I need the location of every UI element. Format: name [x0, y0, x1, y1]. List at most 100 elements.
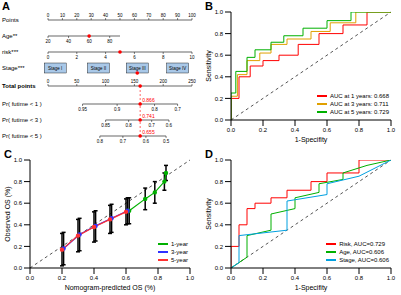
svg-text:40: 40	[66, 39, 72, 44]
svg-text:0.4: 0.4	[14, 222, 23, 228]
svg-text:0.6: 0.6	[166, 123, 173, 128]
svg-text:Points: Points	[8, 17, 19, 23]
svg-text:60: 60	[87, 39, 93, 44]
svg-text:0.655: 0.655	[142, 129, 155, 135]
svg-text:20: 20	[74, 13, 80, 18]
svg-text:1.0: 1.0	[14, 157, 23, 163]
html-text:C: C	[4, 148, 12, 160]
svg-text:0.741: 0.741	[142, 113, 155, 119]
svg-text:60: 60	[132, 13, 138, 18]
svg-text:0.5: 0.5	[163, 139, 170, 144]
svg-text:0.6: 0.6	[143, 139, 150, 144]
svg-text:0.0: 0.0	[26, 275, 35, 281]
svg-text:0.2: 0.2	[215, 244, 224, 250]
svg-text:1.0: 1.0	[215, 9, 224, 15]
svg-text:0.6: 0.6	[215, 52, 224, 58]
svg-text:0.8: 0.8	[355, 275, 364, 281]
svg-text:0.4: 0.4	[215, 222, 224, 228]
svg-text:0.0: 0.0	[227, 275, 236, 281]
svg-text:70: 70	[146, 13, 152, 18]
svg-text:0.4: 0.4	[90, 275, 99, 281]
svg-text:Stage II: Stage II	[91, 66, 107, 71]
svg-text:10: 10	[60, 13, 66, 18]
svg-text:0.6: 0.6	[323, 275, 332, 281]
svg-text:0.8: 0.8	[215, 31, 224, 37]
svg-text:200: 200	[159, 79, 167, 84]
svg-text:80: 80	[107, 39, 113, 44]
svg-text:100: 100	[102, 79, 110, 84]
svg-text:0.8: 0.8	[215, 179, 224, 185]
svg-text:0.8: 0.8	[151, 107, 158, 112]
svg-text:Observed OS (%): Observed OS (%)	[8, 186, 12, 241]
svg-text:0.2: 0.2	[58, 275, 67, 281]
svg-text:50: 50	[74, 79, 80, 84]
svg-text:1-Specifity: 1-Specifity	[295, 284, 328, 292]
svg-text:80: 80	[161, 13, 167, 18]
svg-text:0.2: 0.2	[259, 127, 268, 133]
svg-text:50: 50	[117, 13, 123, 18]
svg-text:6: 6	[133, 55, 136, 60]
svg-text:1.0: 1.0	[387, 127, 393, 133]
svg-text:0.8: 0.8	[154, 275, 163, 281]
svg-text:1.0: 1.0	[186, 275, 195, 281]
svg-text:Age**: Age**	[8, 33, 18, 39]
svg-text:8: 8	[162, 55, 165, 60]
svg-text:0.7: 0.7	[174, 107, 181, 112]
svg-text:1-Specifity: 1-Specifity	[295, 136, 328, 144]
svg-text:0.0: 0.0	[215, 265, 224, 271]
svg-text:1.0: 1.0	[387, 275, 393, 281]
svg-text:0.0: 0.0	[215, 117, 224, 123]
html-text:A: A	[2, 0, 10, 12]
svg-text:0.0: 0.0	[14, 265, 23, 271]
svg-text:Stage***: Stage***	[8, 65, 25, 71]
svg-text:250: 250	[188, 79, 196, 84]
svg-text:0.866: 0.866	[142, 97, 155, 103]
svg-text:0: 0	[47, 79, 50, 84]
svg-text:0.0: 0.0	[227, 127, 236, 133]
svg-text:0.4: 0.4	[215, 74, 224, 80]
svg-text:0.2: 0.2	[14, 244, 23, 250]
svg-text:Pr( futime < 5 ): Pr( futime < 5 )	[8, 133, 42, 139]
svg-text:20: 20	[45, 39, 51, 44]
svg-text:0.7: 0.7	[120, 139, 127, 144]
svg-text:0.95: 0.95	[78, 107, 87, 112]
svg-text:Stage III: Stage III	[129, 66, 146, 71]
svg-text:90: 90	[175, 13, 181, 18]
svg-text:0.8: 0.8	[14, 179, 23, 185]
svg-text:0.8: 0.8	[126, 123, 133, 128]
svg-text:Sensitivity: Sensitivity	[205, 50, 213, 82]
svg-text:0: 0	[47, 55, 50, 60]
svg-text:0.2: 0.2	[215, 96, 224, 102]
svg-text:0.7: 0.7	[149, 123, 156, 128]
svg-text:30: 30	[89, 13, 95, 18]
svg-text:0.4: 0.4	[291, 127, 300, 133]
svg-text:Sensitivity: Sensitivity	[205, 198, 213, 230]
svg-text:Nomogram-predicted OS (%): Nomogram-predicted OS (%)	[65, 284, 156, 292]
svg-text:0.6: 0.6	[215, 200, 224, 206]
svg-text:0.85: 0.85	[101, 123, 110, 128]
svg-text:risk***: risk***	[8, 49, 19, 55]
svg-text:1.0: 1.0	[215, 157, 224, 163]
svg-text:100: 100	[188, 13, 196, 18]
svg-text:Pr( futime < 1 ): Pr( futime < 1 )	[8, 101, 42, 107]
svg-text:Stage I: Stage I	[48, 66, 62, 71]
svg-text:Total points: Total points	[8, 83, 36, 89]
svg-text:0.8: 0.8	[355, 127, 364, 133]
svg-text:0.6: 0.6	[14, 200, 23, 206]
svg-text:0.2: 0.2	[259, 275, 268, 281]
svg-text:0: 0	[47, 13, 50, 18]
svg-text:40: 40	[103, 13, 109, 18]
svg-text:Pr( futime < 3 ): Pr( futime < 3 )	[8, 117, 42, 123]
html-text:B: B	[205, 0, 213, 12]
svg-text:150: 150	[131, 79, 139, 84]
svg-text:0.6: 0.6	[323, 127, 332, 133]
svg-text:0.8: 0.8	[97, 139, 104, 144]
svg-text:10: 10	[189, 55, 195, 60]
html-text:D: D	[205, 148, 213, 160]
svg-text:Stage IV: Stage IV	[169, 66, 186, 71]
svg-text:4: 4	[104, 55, 107, 60]
svg-text:0.9: 0.9	[114, 107, 121, 112]
svg-text:2: 2	[76, 55, 79, 60]
svg-text:0.6: 0.6	[122, 275, 131, 281]
svg-text:0.4: 0.4	[291, 275, 300, 281]
